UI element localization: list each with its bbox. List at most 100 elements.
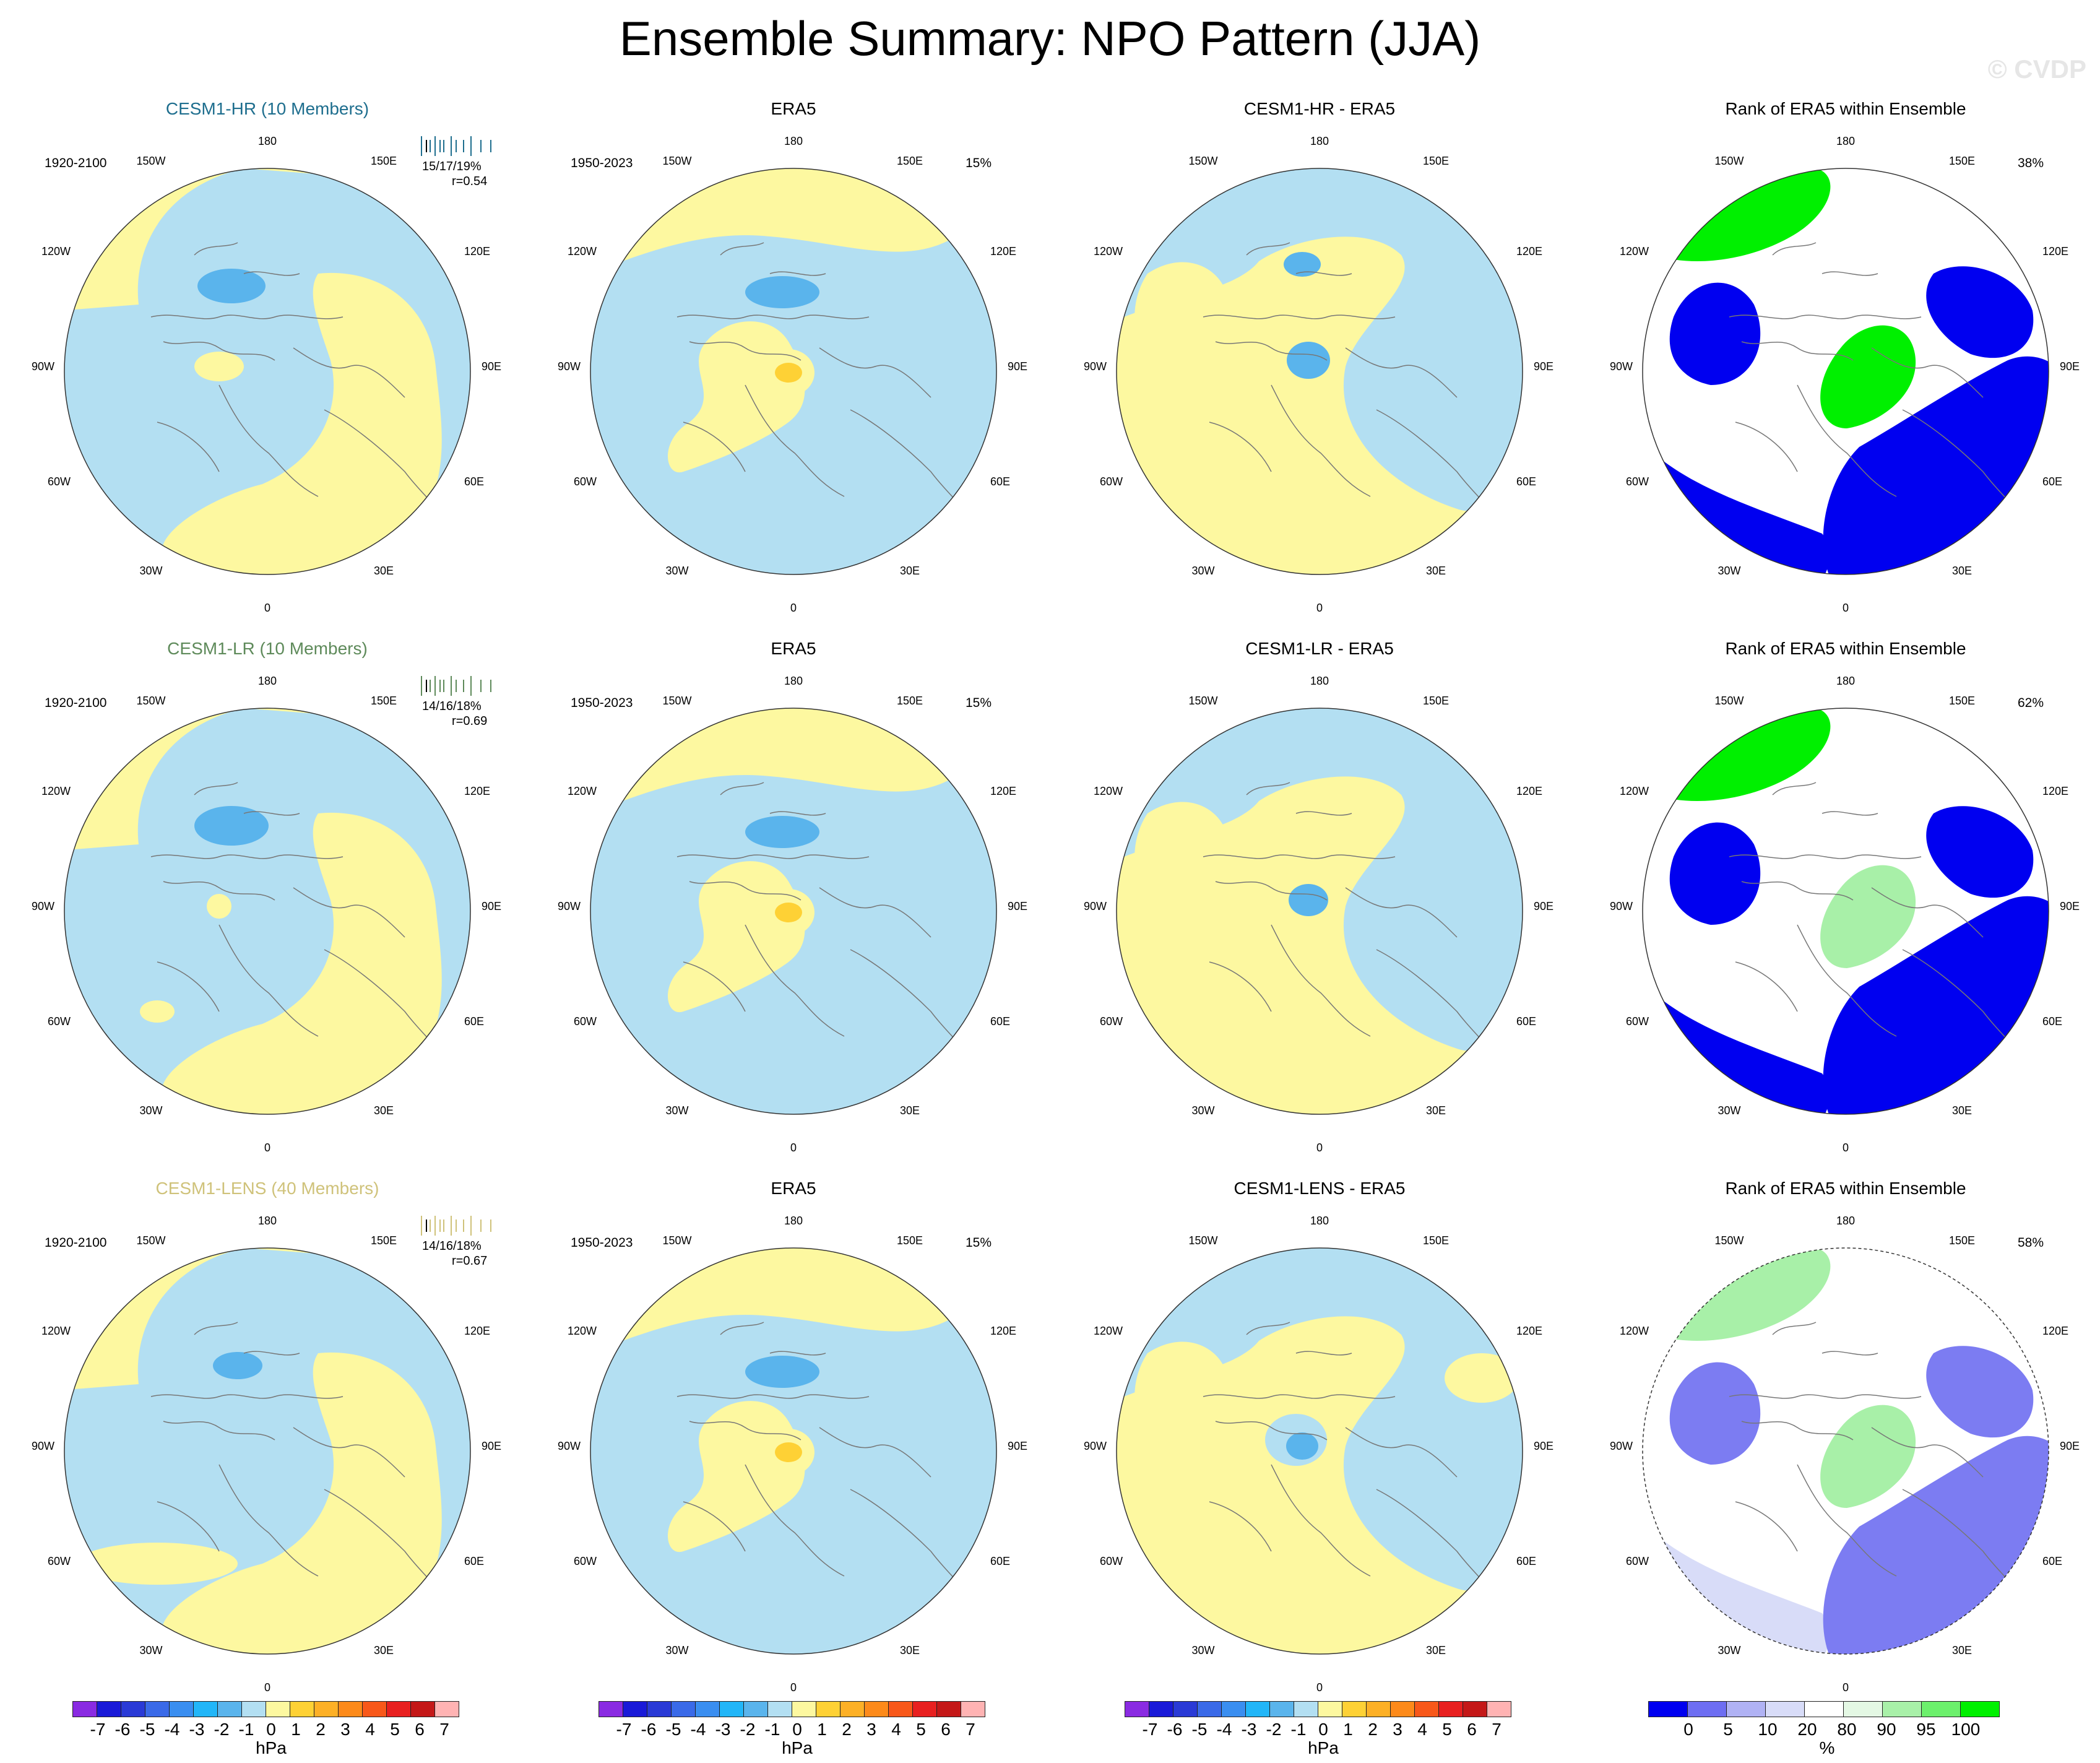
longitude-label: 120W bbox=[567, 1325, 597, 1337]
longitude-label: 60W bbox=[1099, 475, 1123, 488]
panel-title: ERA5 bbox=[771, 99, 816, 118]
longitude-label: 60W bbox=[47, 475, 71, 488]
longitude-label: 0 bbox=[1842, 1141, 1849, 1154]
colorbar-box bbox=[816, 1701, 840, 1717]
longitude-label: 0 bbox=[1316, 1141, 1323, 1154]
percent-label: 15% bbox=[966, 1236, 992, 1250]
longitude-label: 0 bbox=[264, 602, 271, 614]
colorbar-tick-label: -4 bbox=[690, 1720, 706, 1739]
colorbar-box bbox=[912, 1701, 937, 1717]
longitude-label: 60E bbox=[2042, 1555, 2063, 1567]
map-boundary bbox=[64, 1247, 471, 1655]
positive-anomaly-region bbox=[1445, 1353, 1519, 1403]
longitude-label: 150W bbox=[136, 695, 166, 707]
negative-anomaly-region bbox=[194, 806, 269, 846]
map-boundary bbox=[590, 708, 997, 1115]
period-label: 1920-2100 bbox=[45, 696, 107, 710]
colorbar-tick-label: -1 bbox=[1290, 1720, 1307, 1739]
colorbar-tick-label: -6 bbox=[115, 1720, 131, 1739]
panel-title: ERA5 bbox=[771, 1179, 816, 1198]
colorbar-tick-label: -3 bbox=[1241, 1720, 1257, 1739]
colorbar: -7 -6 -5 -4 -3 -2 -1 0 1 2 3 4 5 6 7 hPa bbox=[598, 1701, 995, 1757]
longitude-label: 0 bbox=[264, 1681, 271, 1694]
map-boundary bbox=[590, 1247, 997, 1655]
longitude-label: 150W bbox=[662, 155, 692, 167]
longitude-label: 90W bbox=[31, 360, 54, 373]
colorbar-tick-label: 6 bbox=[1467, 1720, 1477, 1739]
longitude-label: 60W bbox=[1625, 1015, 1649, 1028]
rank-region-blue bbox=[1669, 282, 1761, 385]
longitude-label: 90W bbox=[557, 360, 581, 373]
longitude-label: 90E bbox=[1534, 900, 1554, 912]
colorbar-unit: hPa bbox=[1308, 1738, 1339, 1757]
colorbar-tick-label: 2 bbox=[316, 1720, 326, 1739]
map-boundary bbox=[1116, 1247, 1523, 1655]
longitude-label: 90W bbox=[1609, 360, 1633, 373]
longitude-label: 150E bbox=[896, 1234, 923, 1247]
map-boundary bbox=[1116, 708, 1523, 1115]
colorbar-box bbox=[1245, 1701, 1270, 1717]
longitude-label: 30W bbox=[1718, 1644, 1741, 1657]
colorbar-tick-label: -4 bbox=[164, 1720, 180, 1739]
colorbar-box bbox=[1221, 1701, 1246, 1717]
polar-map bbox=[64, 1247, 471, 1655]
polar-map bbox=[590, 1247, 997, 1655]
longitude-label: 150E bbox=[370, 695, 397, 707]
colorbar-tick-label: 7 bbox=[1492, 1720, 1502, 1739]
period-label: 1950-2023 bbox=[571, 696, 633, 710]
colorbar-box bbox=[623, 1701, 647, 1717]
colorbar-tick-label: 0 bbox=[266, 1720, 276, 1739]
panel-title: CESM1-LR (10 Members) bbox=[167, 639, 368, 658]
colorbar-boxes bbox=[1125, 1701, 1511, 1717]
longitude-label: 120E bbox=[464, 245, 491, 258]
colorbar-tick-label: 3 bbox=[866, 1720, 876, 1739]
longitude-label: 60W bbox=[47, 1015, 71, 1028]
map-boundary bbox=[1642, 168, 2049, 575]
colorbar-box bbox=[1882, 1701, 1922, 1717]
longitude-label: 180 bbox=[257, 1215, 277, 1227]
rank-region-green bbox=[1655, 708, 1831, 801]
longitude-label: 180 bbox=[257, 675, 277, 687]
rank-region-green bbox=[1820, 1405, 1916, 1508]
colorbar-box bbox=[695, 1701, 720, 1717]
colorbar-box bbox=[169, 1701, 194, 1717]
longitude-label: 150W bbox=[1714, 155, 1744, 167]
longitude-label: 60E bbox=[464, 475, 485, 488]
panel-diff-row-2: CESM1-LR - ERA5 180 0 150W 150E 120W 120E 90W 90… bbox=[1066, 639, 1573, 1171]
colorbar-tick-label: 20 bbox=[1797, 1720, 1817, 1739]
colorbar-tick-label: 5 bbox=[916, 1720, 926, 1739]
polar-map bbox=[1642, 1247, 2049, 1655]
colorbar-tick-label: -1 bbox=[764, 1720, 780, 1739]
longitude-label: 90E bbox=[482, 360, 502, 373]
negative-anomaly-region bbox=[1284, 252, 1321, 277]
colorbar-tick-label: 3 bbox=[340, 1720, 350, 1739]
positive-anomaly-region bbox=[775, 903, 802, 922]
longitude-label: 120W bbox=[1093, 1325, 1123, 1337]
coastlines bbox=[150, 782, 455, 1074]
page-title: Ensemble Summary: NPO Pattern (JJA) bbox=[619, 11, 1481, 66]
colorbar-box bbox=[1960, 1701, 2000, 1717]
positive-anomaly-region bbox=[1134, 262, 1229, 366]
longitude-label: 120W bbox=[1093, 785, 1123, 797]
colorbar-tick-label: 0 bbox=[1683, 1720, 1693, 1739]
colorbar-tick-label: 10 bbox=[1758, 1720, 1778, 1739]
longitude-label: 90E bbox=[1534, 1440, 1554, 1452]
period-label: 1950-2023 bbox=[571, 1236, 633, 1250]
longitude-label: 60W bbox=[1625, 1555, 1649, 1567]
longitude-label: 0 bbox=[1842, 602, 1849, 614]
colorbar-boxes bbox=[1648, 1701, 2000, 1717]
polar-map bbox=[1116, 1247, 1523, 1655]
colorbar-box bbox=[266, 1701, 290, 1717]
longitude-label: 150E bbox=[1948, 1234, 1976, 1247]
longitude-label: 150W bbox=[136, 155, 166, 167]
longitude-label: 60E bbox=[2042, 1015, 2063, 1028]
rank-region-blue bbox=[1926, 266, 2034, 358]
colorbar-tick-label: 100 bbox=[1951, 1720, 1981, 1739]
colorbar-box bbox=[1463, 1701, 1487, 1717]
panel-model-row-3: CESM1-LENS (40 Members) 1920-2100 14/16/18… bbox=[14, 1179, 521, 1711]
map-boundary bbox=[1642, 1247, 2049, 1655]
longitude-label: 90W bbox=[1609, 1440, 1633, 1452]
longitude-label: 0 bbox=[1316, 602, 1323, 614]
positive-anomaly-region bbox=[64, 708, 470, 851]
panel-title: CESM1-LENS (40 Members) bbox=[155, 1179, 379, 1198]
